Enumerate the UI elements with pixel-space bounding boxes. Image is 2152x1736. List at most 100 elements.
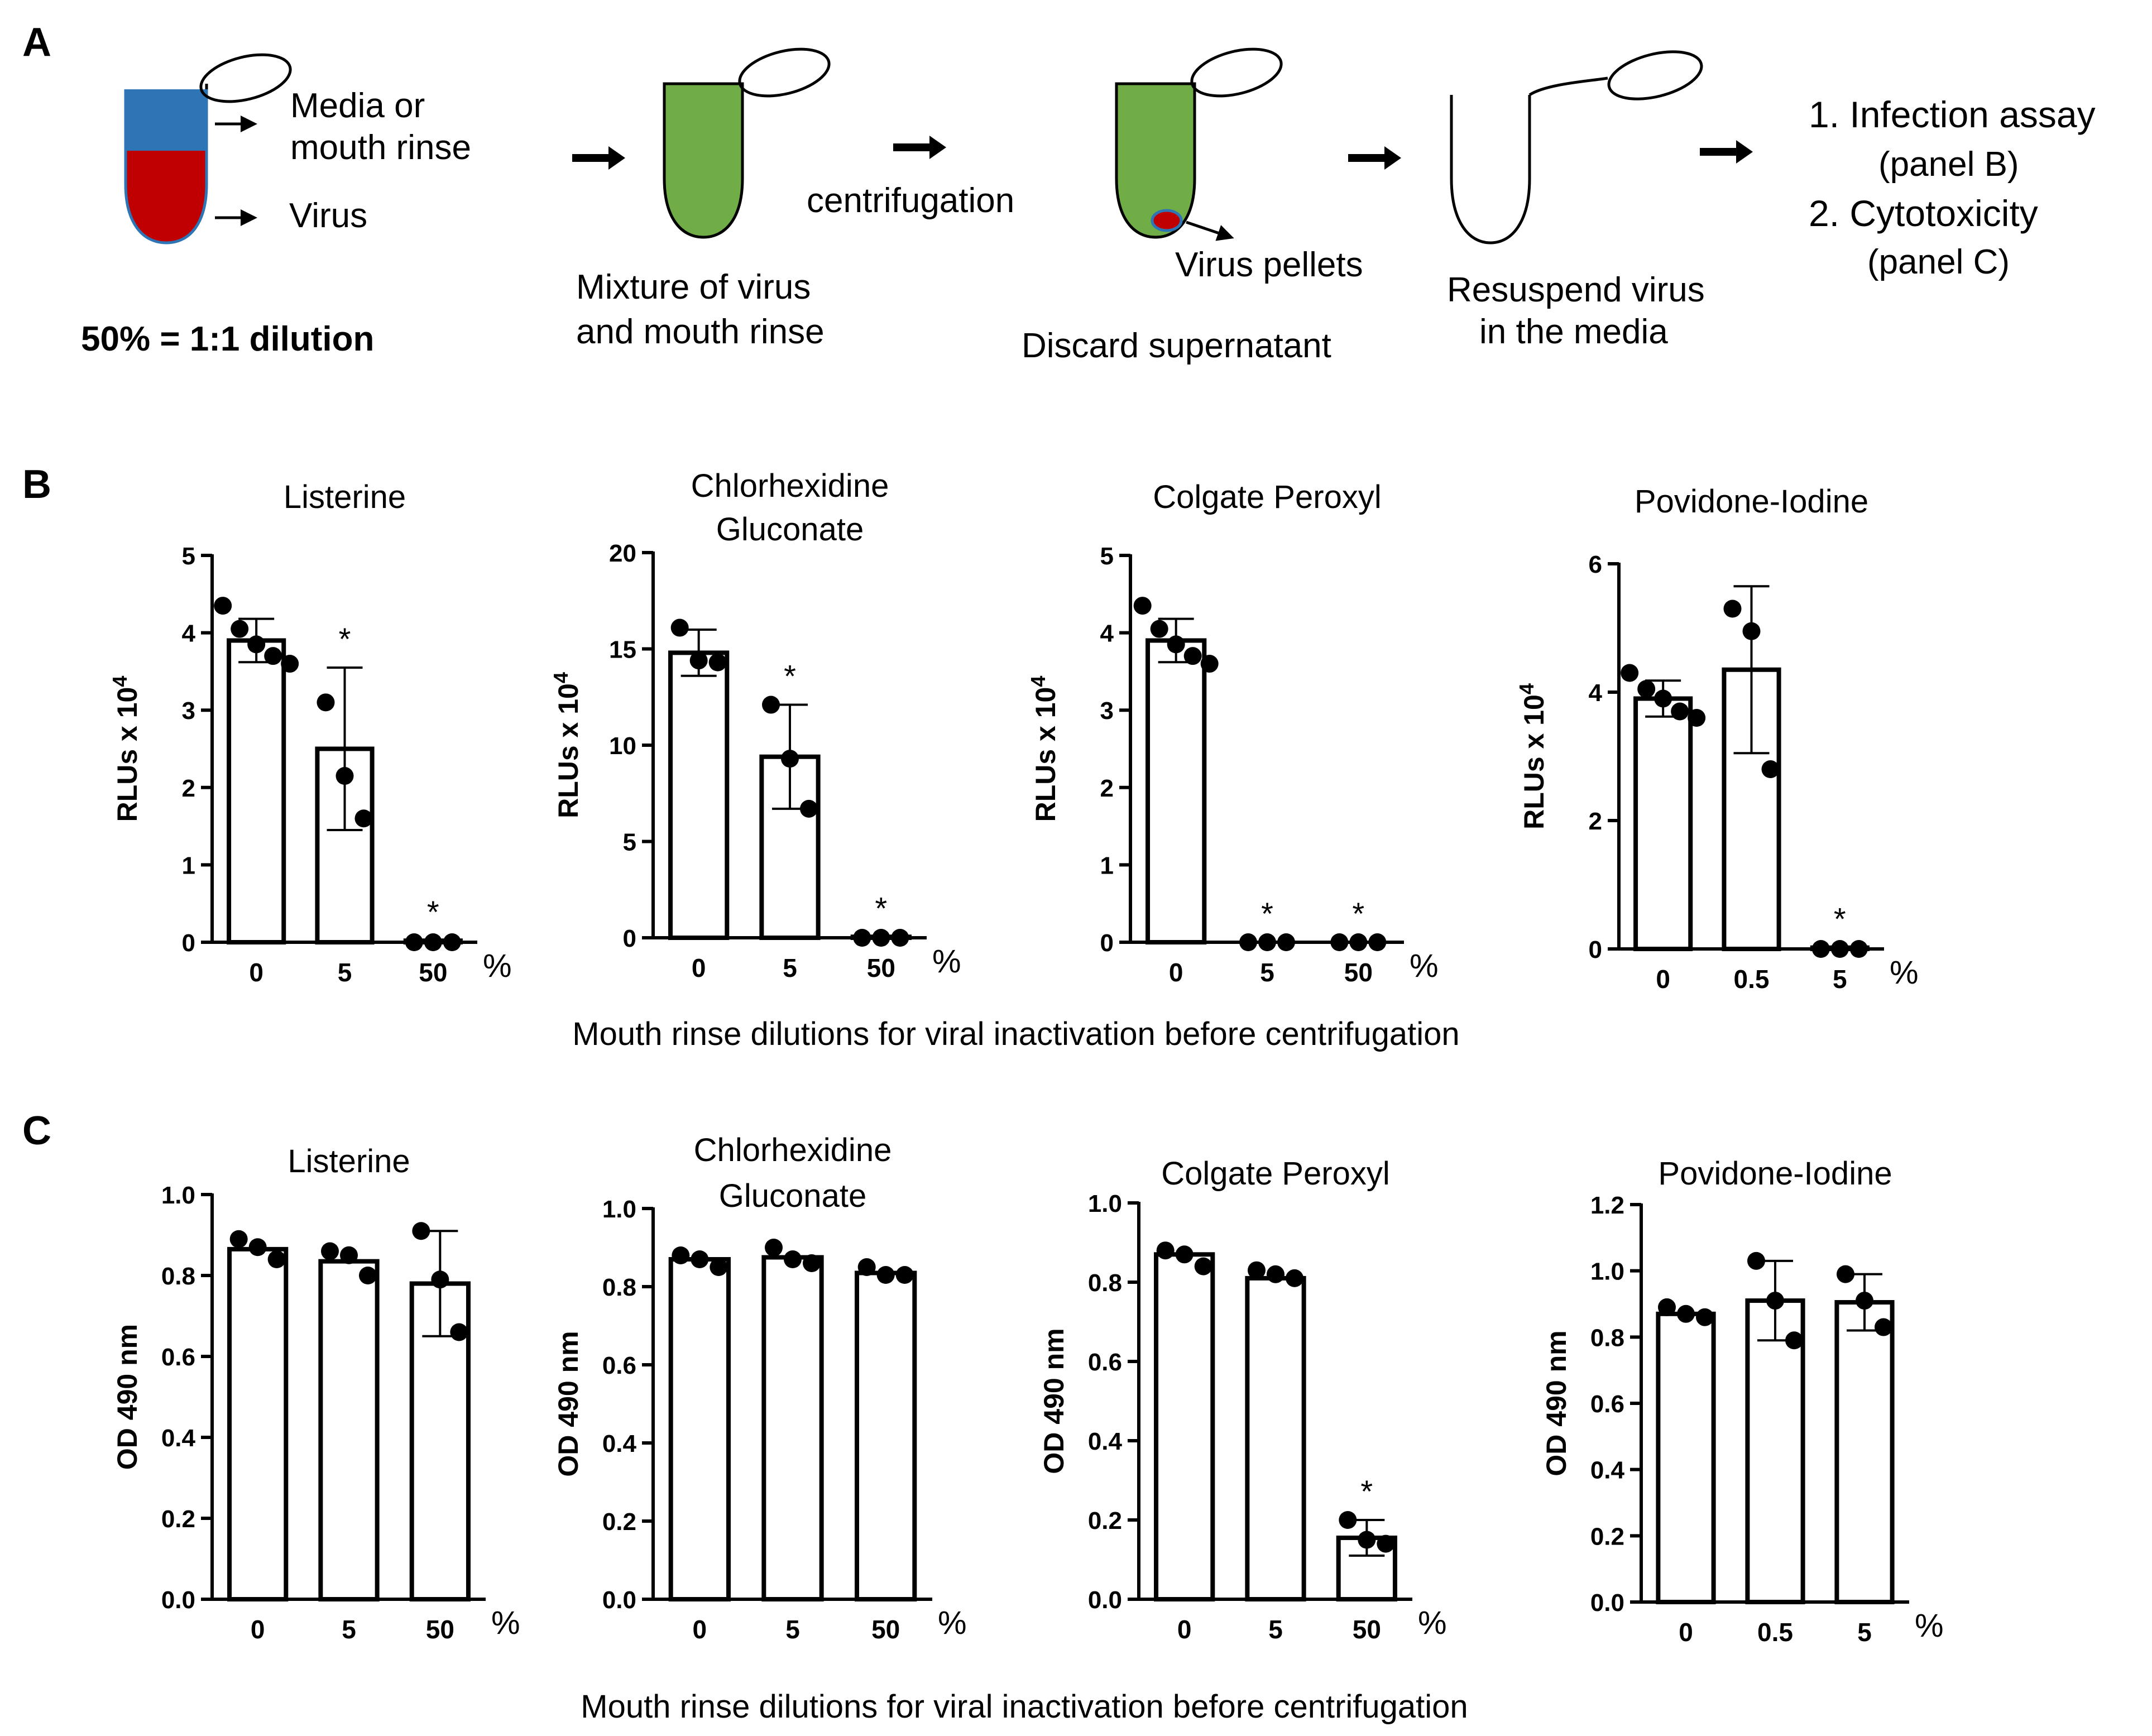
bar [761, 1255, 824, 1601]
data-point [1811, 940, 1830, 958]
data-point [872, 929, 890, 947]
data-point [857, 1258, 876, 1276]
data-point [853, 929, 871, 947]
resuspend-caption-line2: in the media [1479, 313, 1668, 351]
data-point [1349, 933, 1368, 951]
centrifugation-label: centrifugation [807, 181, 1014, 220]
tube-media-layer [126, 89, 207, 151]
y-tick-label: 0.2 [602, 1508, 636, 1536]
chart-c3: Colgate Peroxyl 0.0 0.2 0.4 0.6 0.8 1.0 OD 490 … [1038, 1155, 1447, 1644]
y-tick-label: 1.0 [1590, 1258, 1624, 1286]
data-point [800, 799, 818, 818]
data-point [231, 620, 249, 638]
y-tick-label: 5 [1100, 543, 1114, 570]
data-point [1688, 709, 1706, 727]
tube-lid-icon [738, 47, 831, 98]
data-point [1368, 933, 1387, 951]
x-tick-label: 0 [1177, 1615, 1192, 1644]
x-tick-label: 50 [867, 953, 895, 982]
data-point [1358, 1531, 1376, 1549]
y-axis-label: RLUs x 104 [1515, 683, 1550, 829]
data-point [1339, 1511, 1357, 1529]
data-point [1167, 635, 1185, 654]
data-point [335, 767, 354, 785]
significance-star: * [339, 621, 351, 656]
data-point [1856, 1292, 1873, 1310]
x-tick-label: 5 [1268, 1615, 1283, 1644]
virus-label: Virus [289, 196, 367, 235]
bar [227, 638, 286, 944]
resuspend-caption-line1: Resuspend virus [1447, 271, 1705, 309]
data-point [1175, 1245, 1194, 1264]
data-point [1277, 933, 1295, 951]
x-tick-label: 50 [419, 958, 447, 987]
data-point [1258, 933, 1276, 951]
data-point [670, 618, 689, 637]
y-tick-label: 0.6 [602, 1352, 636, 1379]
data-point [1621, 664, 1639, 682]
x-tick-label: 50 [426, 1615, 454, 1644]
y-tick-label: 0 [623, 925, 636, 952]
data-point [1133, 597, 1152, 615]
y-axis-label: OD 490 nm [553, 1331, 584, 1476]
tube-virus-layer [126, 150, 207, 243]
y-tick-label: 3 [182, 697, 195, 725]
tube-lid-icon [1607, 50, 1703, 100]
media-label-line2: mouth rinse [290, 128, 471, 167]
data-point [405, 933, 423, 951]
x-tick-label: 5 [338, 958, 352, 987]
y-tick-label: 4 [182, 620, 196, 648]
data-point [317, 693, 335, 712]
data-point [354, 809, 373, 828]
y-tick-label: 2 [1100, 775, 1114, 802]
bar [1146, 638, 1207, 944]
y-tick-label: 0 [1100, 929, 1114, 957]
x-tick-label: 5 [342, 1615, 356, 1644]
outcome-infection: 1. Infection assay [1809, 94, 2096, 135]
y-axis-label: RLUs x 104 [1027, 676, 1061, 822]
significance-star: * [427, 894, 439, 929]
data-point [267, 1250, 286, 1268]
y-tick-label: 6 [1589, 551, 1602, 578]
y-tick-label: 0.0 [1088, 1586, 1122, 1614]
bar [668, 1257, 731, 1601]
data-point [781, 750, 799, 768]
flow-arrow-3-icon [1348, 146, 1401, 170]
x-unit-label: % [483, 948, 512, 984]
y-tick-label: 5 [623, 829, 636, 856]
x-tick-label: 0 [693, 1615, 707, 1644]
chart-title: Povidone-Iodine [1658, 1155, 1892, 1192]
significance-star: * [875, 890, 887, 925]
flow-arrow-2-icon [893, 136, 946, 159]
y-tick-label: 0 [1589, 936, 1602, 963]
y-axis-label-exponent: 4 [108, 676, 131, 687]
bar [1154, 1252, 1215, 1602]
bar [1633, 696, 1693, 951]
y-tick-label: 0.0 [602, 1586, 636, 1614]
chart-title: Povidone-Iodine [1635, 483, 1868, 520]
data-point [876, 1266, 895, 1284]
x-tick-label: 0.5 [1757, 1618, 1793, 1647]
data-point [1761, 760, 1780, 778]
significance-star: * [1352, 896, 1364, 931]
data-point [1875, 1318, 1892, 1336]
mixture-caption-line1: Mixture of virus [576, 268, 811, 306]
y-tick-label: 0 [182, 929, 195, 957]
y-tick-label: 1 [1100, 852, 1114, 879]
y-tick-label: 0.6 [161, 1344, 195, 1371]
y-axis-label: OD 490 nm [1038, 1328, 1070, 1474]
tube-hinge [1528, 76, 1608, 97]
y-tick-label: 0.4 [1088, 1428, 1123, 1455]
panel-a-label: A [22, 20, 51, 65]
data-point [1248, 1261, 1266, 1279]
data-point [1267, 1265, 1285, 1283]
x-tick-label: 5 [1833, 965, 1847, 994]
tube-mixture-fill [663, 82, 744, 239]
x-unit-label: % [1410, 948, 1439, 984]
significance-star: * [1261, 896, 1273, 931]
chart-title: Chlorhexidine [691, 468, 889, 504]
data-point [424, 933, 442, 951]
data-point [1766, 1292, 1784, 1310]
x-unit-label: % [491, 1605, 520, 1641]
